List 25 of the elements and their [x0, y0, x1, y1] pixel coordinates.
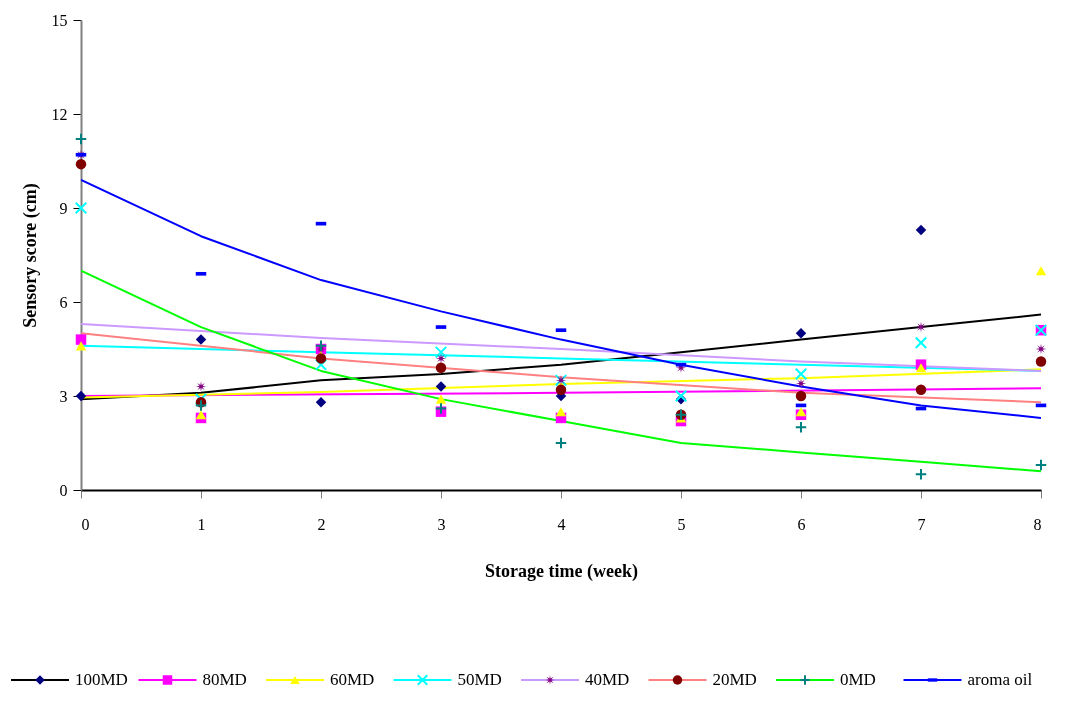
y-tick-label: 9 — [59, 199, 68, 217]
legend-label: aroma oil — [967, 670, 1033, 689]
y-tick-label: 12 — [51, 105, 68, 123]
y-tick-label: 6 — [59, 293, 68, 311]
x-tick-label: 7 — [917, 515, 926, 533]
legend-label: 0MD — [840, 670, 876, 689]
legend-label: 100MD — [75, 670, 128, 689]
y-tick-label: 0 — [59, 481, 68, 499]
legend-label: 60MD — [330, 670, 375, 689]
x-tick-label: 2 — [317, 515, 326, 533]
y-tick-label: 3 — [59, 387, 68, 405]
x-tick-label: 5 — [677, 515, 686, 533]
x-tick-label: 6 — [797, 515, 806, 533]
x-axis-title: Storage time (week) — [485, 560, 638, 582]
y-axis-title: Sensory score (cm) — [19, 183, 41, 328]
x-tick-label: 8 — [1033, 515, 1042, 533]
x-tick-label: 3 — [437, 515, 446, 533]
legend-label: 20MD — [712, 670, 757, 689]
legend-label: 50MD — [457, 670, 502, 689]
y-tick-label: 15 — [51, 11, 68, 29]
x-tick-label: 0 — [81, 515, 90, 533]
x-tick-label: 1 — [197, 515, 206, 533]
x-tick-label: 4 — [557, 515, 566, 533]
legend-label: 40MD — [585, 670, 630, 689]
legend-label: 80MD — [202, 670, 247, 689]
